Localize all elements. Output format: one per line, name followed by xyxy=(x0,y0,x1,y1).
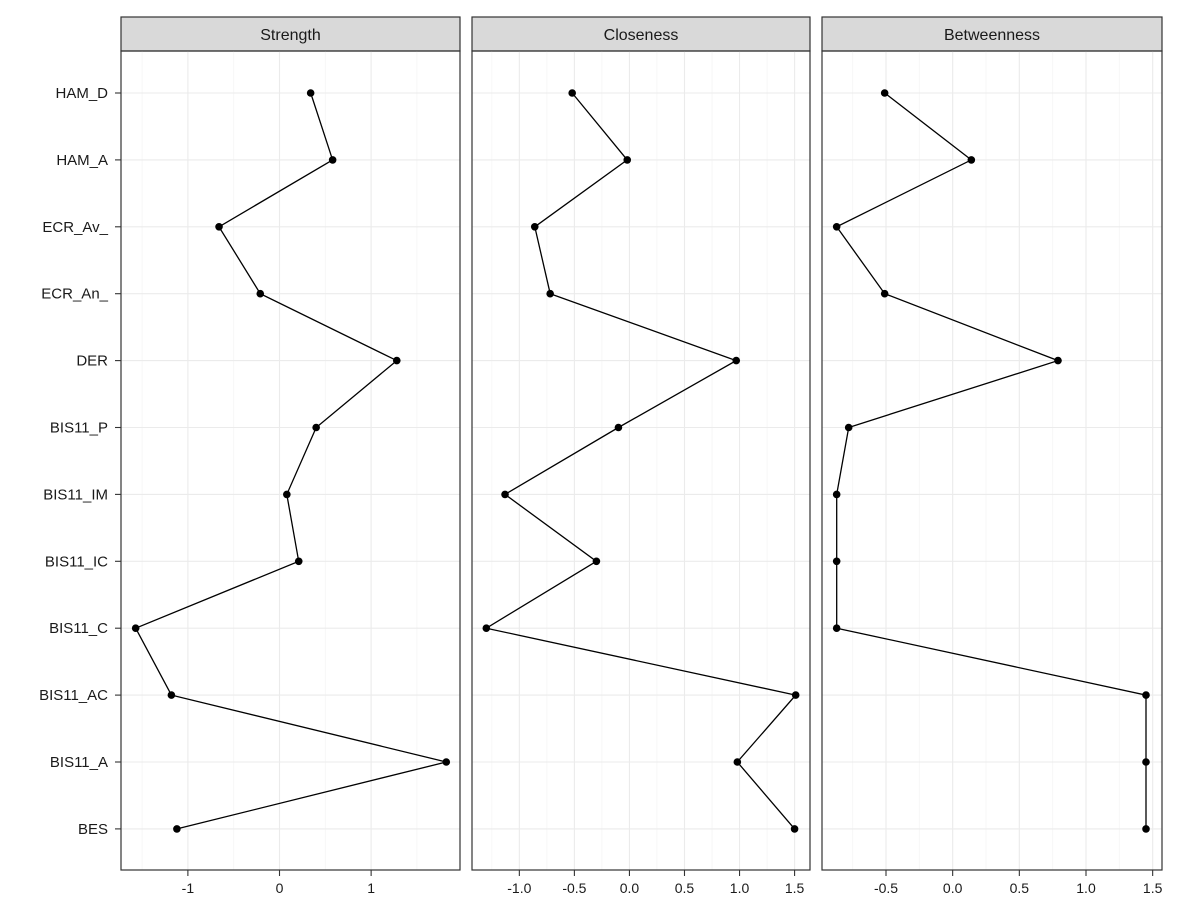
data-point xyxy=(312,423,320,432)
y-tick-label: BIS11_AC xyxy=(39,687,108,704)
data-point xyxy=(256,289,265,298)
x-tick-label: 0 xyxy=(276,880,284,896)
data-point xyxy=(614,423,623,432)
data-point xyxy=(530,223,539,231)
panel-strip xyxy=(120,16,461,52)
data-point xyxy=(733,758,742,766)
data-point xyxy=(832,624,841,632)
panel-strength: Strength -1 0 1 xyxy=(120,16,461,896)
data-point xyxy=(592,557,601,566)
panel-border xyxy=(821,50,1163,871)
data-point xyxy=(880,89,889,97)
data-point xyxy=(880,289,889,298)
data-point xyxy=(967,156,976,164)
y-tick-label: BIS11_A xyxy=(50,754,108,771)
data-point xyxy=(790,825,799,833)
data-point xyxy=(623,156,632,164)
panel-title: Betweenness xyxy=(944,27,1040,44)
y-tick-label: HAM_A xyxy=(56,152,108,169)
panel-strip xyxy=(471,16,811,52)
data-point xyxy=(306,89,315,97)
data-point xyxy=(1142,691,1150,699)
data-point xyxy=(568,89,576,97)
panel-closeness: Closeness -1.0 -0.5 0.0 0.5 1.0 1.5 xyxy=(471,16,811,896)
x-tick-label: 1 xyxy=(367,880,375,896)
data-point xyxy=(844,423,853,432)
x-tick-label: 1.5 xyxy=(785,880,805,896)
data-point xyxy=(546,289,554,298)
data-point xyxy=(1142,825,1150,833)
data-point xyxy=(832,490,841,499)
data-point xyxy=(482,624,491,632)
y-tick-label: DER xyxy=(76,353,108,370)
y-tick-label: BIS11_P xyxy=(50,420,108,437)
data-point xyxy=(215,223,223,231)
data-point xyxy=(501,490,509,499)
data-point xyxy=(328,156,337,164)
y-tick-label: HAM_D xyxy=(55,85,108,102)
data-point xyxy=(832,557,841,566)
panel-border xyxy=(471,50,811,871)
panel-betweenness: Betweenness -0.5 0.0 0.5 1.0 1.5 xyxy=(821,16,1163,896)
x-tick-label: -1 xyxy=(182,880,195,896)
panel-border xyxy=(120,50,461,871)
x-tick-label: 0.5 xyxy=(1010,880,1030,896)
data-point xyxy=(442,758,451,766)
data-point xyxy=(1054,356,1062,365)
x-tick-label: 1.5 xyxy=(1143,880,1163,896)
data-point xyxy=(167,691,176,699)
data-point xyxy=(283,490,291,499)
panel-title: Strength xyxy=(260,27,320,44)
data-point xyxy=(294,557,303,566)
data-point xyxy=(791,691,800,699)
x-tick-label: 0.0 xyxy=(943,880,963,896)
x-tick-label: 1.0 xyxy=(730,880,750,896)
data-point xyxy=(1142,758,1150,766)
x-tick-label: -1.0 xyxy=(507,880,531,896)
data-point xyxy=(131,624,140,632)
y-tick-label: BIS11_C xyxy=(49,620,108,637)
data-point xyxy=(392,356,401,365)
x-tick-label: 0.5 xyxy=(675,880,695,896)
data-point xyxy=(732,356,741,365)
data-point xyxy=(173,825,181,833)
x-tick-label: 1.0 xyxy=(1076,880,1096,896)
y-tick-label: ECR_Av_ xyxy=(42,219,108,236)
series-line-strength xyxy=(134,92,447,830)
y-tick-label: ECR_An_ xyxy=(41,286,108,303)
series-line-closeness xyxy=(484,92,797,830)
y-tick-label: BES xyxy=(78,821,108,838)
series-line-betweenness xyxy=(835,92,1147,829)
y-axis: HAM_D HAM_A ECR_Av_ ECR_An_ DER BIS11_P BIS11_… xyxy=(39,85,121,838)
x-tick-label: 0.0 xyxy=(620,880,640,896)
y-tick-label: BIS11_IM xyxy=(43,486,108,503)
data-point xyxy=(832,223,841,231)
x-tick-label: -0.5 xyxy=(562,880,586,896)
x-tick-label: -0.5 xyxy=(874,880,898,896)
y-tick-label: BIS11_IC xyxy=(45,553,108,570)
panel-title: Closeness xyxy=(604,27,679,44)
